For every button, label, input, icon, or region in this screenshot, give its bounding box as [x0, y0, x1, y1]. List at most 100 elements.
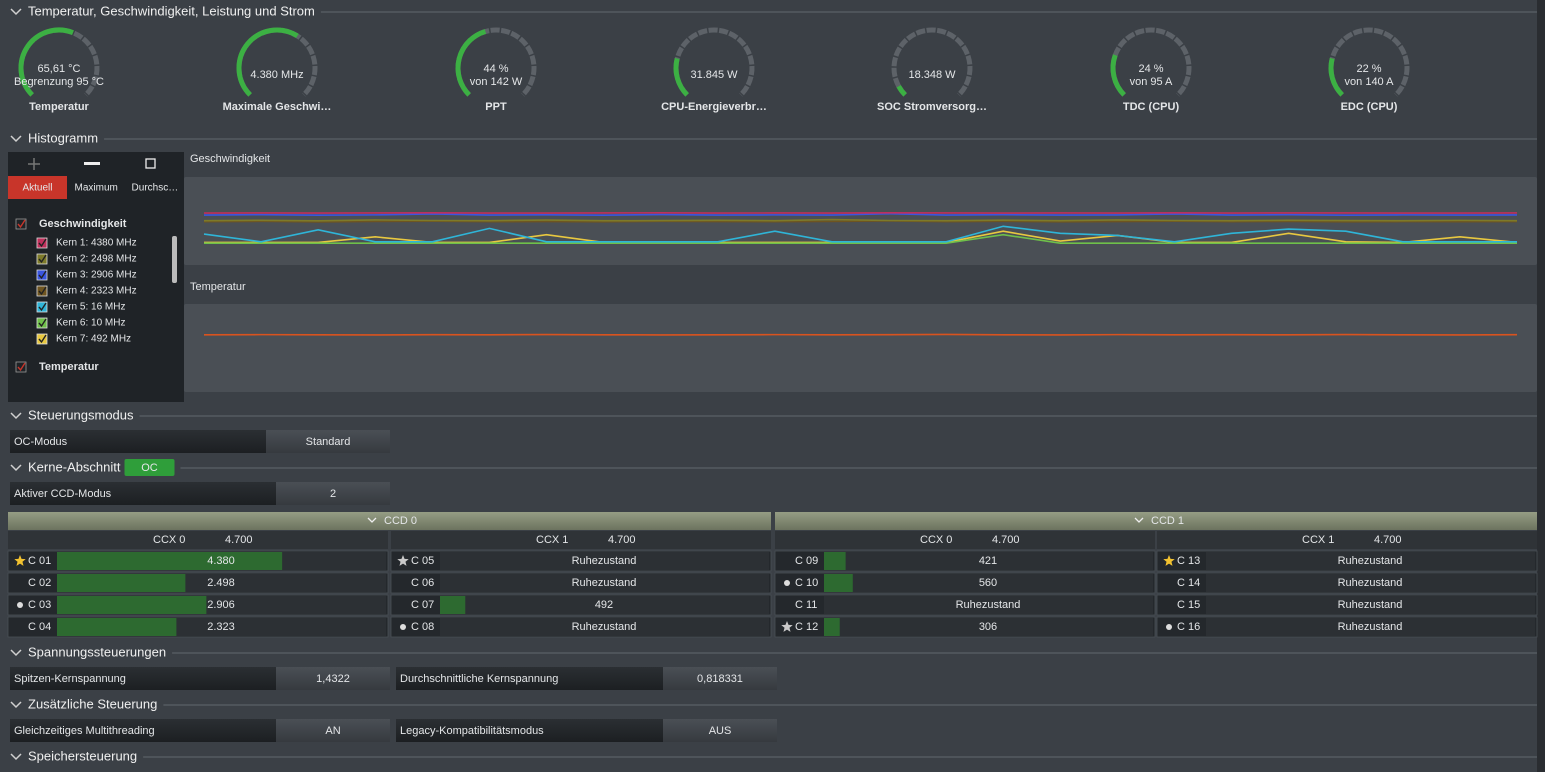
- gauge-label: Maximale Geschwi…: [223, 101, 332, 113]
- ccx-name: CCX 0: [920, 534, 952, 546]
- oc-badge-text: OC: [141, 462, 158, 474]
- field-value-bg[interactable]: [276, 482, 390, 505]
- gauge-label: CPU-Energieverbr…: [661, 101, 767, 113]
- core-name: C 01: [28, 555, 51, 567]
- minimize-icon[interactable]: [84, 162, 100, 165]
- add-icon[interactable]: [28, 158, 40, 170]
- field-value-bg[interactable]: [663, 719, 777, 742]
- section-title: Temperatur, Geschwindigkeit, Leistung un…: [28, 3, 315, 18]
- checkbox[interactable]: [36, 269, 48, 281]
- legend-entry: Kern 2: 2498 MHz: [56, 254, 137, 265]
- checkmark: [38, 270, 47, 280]
- scrollbar[interactable]: [1537, 0, 1545, 772]
- ccx-header: [1157, 531, 1537, 549]
- core-track: [440, 574, 769, 592]
- gauge-value: 44 %: [483, 63, 508, 75]
- checkbox[interactable]: [36, 253, 48, 265]
- field-value-bg[interactable]: [276, 719, 390, 742]
- field-label-bg: [396, 667, 663, 690]
- legend-entry: Kern 1: 4380 MHz: [56, 238, 137, 249]
- checkbox[interactable]: [36, 237, 48, 249]
- section-title: Zusätzliche Steuerung: [28, 696, 157, 711]
- ccd-header[interactable]: [8, 512, 771, 530]
- core-value: Ruhezustand: [572, 621, 637, 633]
- core-bar: [824, 618, 840, 636]
- restore-icon[interactable]: [145, 158, 156, 169]
- legend-entry: Kern 6: 10 MHz: [56, 318, 125, 329]
- gauge-level: [455, 29, 487, 97]
- tab-button: Aktuell: [22, 183, 52, 194]
- checkbox[interactable]: [36, 333, 48, 345]
- gauge-value: 4.380 MHz: [250, 69, 303, 81]
- core-value: 4.380: [207, 555, 235, 567]
- series-line: [203, 212, 1518, 216]
- field-value-bg[interactable]: [663, 667, 777, 690]
- checkbox[interactable]: [15, 361, 27, 373]
- chart-title: Geschwindigkeit: [190, 153, 270, 165]
- core-name: C 05: [411, 555, 434, 567]
- gauge-label: Temperatur: [29, 101, 89, 113]
- gauge-level: [1110, 54, 1126, 97]
- gauge-level: [896, 85, 907, 97]
- core-marker: [784, 580, 790, 586]
- field-value: AUS: [709, 725, 732, 737]
- checkbox[interactable]: [36, 285, 48, 297]
- collapse-chevron[interactable]: [10, 464, 22, 472]
- field-value-bg[interactable]: [276, 667, 390, 690]
- core-track: [440, 596, 769, 614]
- legend-entry: Kern 3: 2906 MHz: [56, 270, 137, 281]
- ccx-header: [8, 531, 388, 549]
- ccd-header[interactable]: [775, 512, 1537, 530]
- core-name: C 12: [795, 621, 818, 633]
- collapse-chevron[interactable]: [10, 649, 22, 657]
- checkmark: [38, 286, 47, 296]
- core-track: [1206, 552, 1535, 570]
- legend-scrollbar[interactable]: [172, 236, 177, 283]
- field-label: Durchschnittliche Kernspannung: [400, 673, 558, 685]
- collapse-chevron[interactable]: [10, 701, 22, 709]
- gauge-detail: von 95 A: [1130, 76, 1173, 88]
- gauge-value: 31.845 W: [690, 69, 738, 81]
- ccx-name: CCX 1: [536, 534, 568, 546]
- section-title: Steuerungsmodus: [28, 407, 134, 422]
- core-value: 2.498: [207, 577, 235, 589]
- ccx-limit: 4.700: [225, 534, 253, 546]
- gauge-value: 22 %: [1356, 63, 1381, 75]
- core-bar: [57, 618, 177, 636]
- legend-entry: Kern 7: 492 MHz: [56, 334, 131, 345]
- collapse-chevron[interactable]: [10, 135, 22, 143]
- checkmark: [38, 238, 47, 248]
- ccx-header: [775, 531, 1155, 549]
- core-name: C 06: [411, 577, 434, 589]
- collapse-chevron[interactable]: [10, 412, 22, 420]
- field-value-bg[interactable]: [266, 430, 390, 453]
- checkmark: [38, 318, 47, 328]
- collapse-chevron[interactable]: [10, 8, 22, 16]
- core-track: [1206, 574, 1535, 592]
- collapse-chevron[interactable]: [10, 753, 22, 761]
- ccx-limit: 4.700: [992, 534, 1020, 546]
- core-name: C 09: [795, 555, 818, 567]
- gauge-value: 65,61 °C: [38, 63, 81, 75]
- gauge-detail: von 140 A: [1345, 76, 1395, 88]
- field-label-bg: [10, 719, 276, 742]
- core-value: 421: [979, 555, 997, 567]
- gauge-level: [236, 27, 299, 97]
- oc-badge[interactable]: [124, 459, 175, 476]
- ccx-name: CCX 0: [153, 534, 185, 546]
- gauge-value: 18.348 W: [908, 69, 956, 81]
- field-label: Aktiver CCD-Modus: [14, 488, 112, 500]
- gauge-level: [18, 27, 74, 97]
- checkbox[interactable]: [36, 301, 48, 313]
- checkbox[interactable]: [15, 218, 27, 230]
- checkmark: [38, 254, 47, 264]
- core-value: Ruhezustand: [572, 577, 637, 589]
- core-name: C 04: [28, 621, 51, 633]
- tab-button: Durchsc…: [132, 183, 179, 194]
- core-name: C 16: [1177, 621, 1200, 633]
- core-track: [440, 618, 769, 636]
- checkbox[interactable]: [36, 317, 48, 329]
- core-name: C 07: [411, 599, 434, 611]
- tab-active[interactable]: [8, 176, 67, 199]
